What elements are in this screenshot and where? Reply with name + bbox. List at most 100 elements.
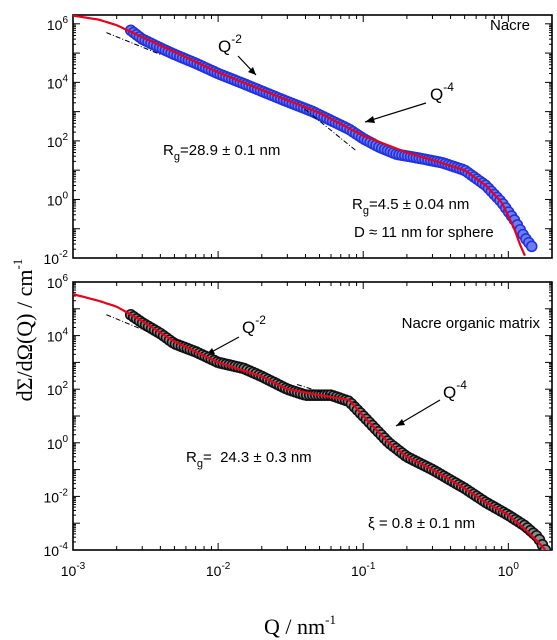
top-y-tick-label-exp: 4	[62, 73, 68, 84]
top-q4-base: Q	[430, 85, 443, 104]
bottom-y-tick-label-exp: 4	[62, 327, 68, 338]
bottom-y-tick-label-exp: -4	[59, 541, 68, 552]
top-q2-arrowhead	[248, 67, 256, 75]
x-tick-label-base: 10	[498, 563, 514, 579]
top-q4-arrow	[364, 102, 427, 123]
top-y-tick-label-exp: 0	[62, 190, 68, 201]
bottom-q4-arrowhead	[396, 419, 405, 426]
top-data-point	[525, 240, 538, 253]
bottom-y-tick-label-base: 10	[47, 436, 63, 452]
top-y-tick-label-base: 10	[47, 17, 63, 33]
x-tick-label: 10-2	[206, 561, 231, 579]
bottom-power-law-guide	[106, 314, 153, 334]
bottom-y-tick-label-base: 10	[47, 329, 63, 345]
top-y-tick-label-base: 10	[47, 192, 63, 208]
x-tick-label-base: 10	[61, 563, 77, 579]
x-tick-label: 100	[498, 561, 520, 579]
top-y-tick-label: 106	[47, 15, 69, 33]
bottom-y-tick-label-base: 10	[47, 382, 63, 398]
x-tick-label-exp: -3	[76, 561, 85, 572]
top-rg2-value: =4.5 ± 0.04 nm	[369, 196, 469, 213]
bottom-y-tick-label: 10-4	[44, 541, 69, 559]
svg-text:Q-4: Q-4	[443, 378, 467, 402]
top-power-law-guide	[296, 102, 357, 152]
bottom-q2-base: Q	[242, 318, 255, 337]
x-tick-label-exp: -1	[367, 561, 376, 572]
top-y-tick-label-exp: 2	[62, 132, 68, 143]
x-tick-label-base: 10	[351, 563, 367, 579]
bottom-y-tick-label: 104	[47, 327, 69, 345]
bottom-y-tick-label: 102	[47, 380, 69, 398]
bottom-annotation-q2: Q-2	[205, 313, 266, 356]
top-sphere-label: D ≈ 11 nm for sphere	[354, 224, 494, 241]
top-rg-label-1: Rg=28.9 ± 0.1 nm	[163, 142, 280, 163]
bottom-q4-base: Q	[443, 383, 456, 402]
bottom-y-tick-label: 10-2	[44, 487, 69, 505]
bottom-rg-value: = 24.3 ± 0.3 nm	[203, 449, 312, 466]
bottom-y-tick-label-base: 10	[47, 275, 63, 291]
top-q4-exponent: -4	[443, 80, 454, 94]
top-panel-title: Nacre	[490, 17, 530, 34]
bottom-annotation-q4: Q-4	[395, 378, 467, 427]
bottom-y-tick-label-base: 10	[44, 489, 60, 505]
top-rg1-sub: g	[174, 151, 180, 163]
svg-text:Q-2: Q-2	[218, 32, 242, 56]
x-tick-label-exp: -2	[221, 561, 230, 572]
bottom-rg-prefix: R	[186, 449, 197, 466]
bottom-q4-arrow	[395, 399, 441, 427]
x-tick-label: 10-3	[61, 561, 86, 579]
x-axis-label: Q / nm-1	[264, 612, 336, 639]
top-rg2-sub: g	[363, 205, 369, 217]
bottom-y-tick-label: 106	[47, 273, 69, 291]
x-axis-label-main: Q / nm	[264, 614, 325, 639]
bottom-q4-exponent: -4	[456, 378, 467, 392]
top-q2-exponent: -2	[231, 32, 242, 46]
x-tick-label: 10-1	[351, 561, 376, 579]
y-axis-label: dΣ/dΩ(Q) / cm-1	[10, 259, 37, 402]
bottom-y-tick-label-exp: 0	[62, 434, 68, 445]
top-y-tick-label-exp: 6	[62, 15, 68, 26]
bottom-rg-label: Rg= 24.3 ± 0.3 nm	[186, 449, 312, 470]
top-annotation-q4: Q-4	[364, 80, 454, 123]
bottom-q2-exponent: -2	[255, 313, 266, 327]
top-y-tick-label: 10-2	[44, 249, 69, 267]
top-y-tick-label-base: 10	[47, 75, 63, 91]
bottom-rg-sub: g	[197, 458, 203, 470]
x-axis-label-exponent: -1	[325, 612, 336, 627]
top-fit-curve	[73, 15, 526, 257]
x-tick-label-base: 10	[206, 563, 222, 579]
top-annotation-q2: Q-2	[218, 32, 257, 76]
top-panel: Nacre Q-2 Q-4 Rg=28.9 ± 0.1 nm Rg=4.5 ± …	[163, 17, 530, 241]
top-q2-base: Q	[218, 37, 231, 56]
bottom-y-tick-label-exp: -2	[59, 487, 68, 498]
y-axis-label-main: dΣ/dΩ(Q) / cm	[12, 270, 37, 402]
top-plot-frame	[72, 14, 553, 259]
top-q4-arrowhead	[365, 116, 375, 123]
bottom-panel-title: Nacre organic matrix	[402, 315, 541, 332]
svg-text:Q-2: Q-2	[242, 313, 266, 337]
top-rg1-prefix: R	[163, 142, 174, 159]
top-y-tick-label-exp: -2	[59, 249, 68, 260]
top-y-tick-label: 100	[47, 190, 69, 208]
bottom-data-layer	[73, 293, 552, 550]
top-data-layer	[73, 15, 538, 257]
bottom-y-tick-label-exp: 6	[62, 273, 68, 284]
top-y-tick-label-base: 10	[44, 251, 60, 267]
top-rg1-value: =28.9 ± 0.1 nm	[180, 142, 280, 159]
bottom-xi-label: ξ = 0.8 ± 0.1 nm	[368, 515, 475, 532]
top-y-tick-label-base: 10	[47, 134, 63, 150]
bottom-y-tick-label-base: 10	[44, 543, 60, 559]
top-rg2-prefix: R	[352, 196, 363, 213]
bottom-y-tick-label-exp: 2	[62, 380, 68, 391]
svg-text:Q-4: Q-4	[430, 80, 454, 104]
x-tick-label-exp: 0	[513, 561, 519, 572]
bottom-fit-curve	[73, 293, 547, 550]
bottom-y-tick-label: 100	[47, 434, 69, 452]
y-axis-label-exponent: -1	[10, 259, 25, 270]
top-y-tick-label: 104	[47, 73, 69, 91]
top-rg-label-2: Rg=4.5 ± 0.04 nm	[352, 196, 469, 217]
bottom-panel: Nacre organic matrix Q-2 Q-4 Rg= 24.3 ± …	[186, 313, 540, 532]
